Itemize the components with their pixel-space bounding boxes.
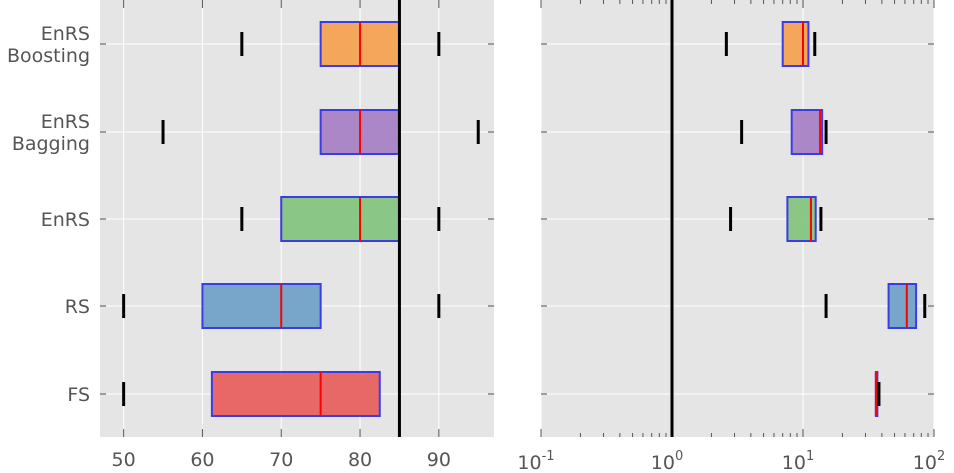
left-panel: 50 60 70 80 90EnRSBoostingEnRSBaggingEnRSRSF… — [7, 0, 494, 471]
box — [201, 283, 322, 329]
box — [887, 283, 918, 329]
category-label: EnRS — [41, 209, 90, 231]
x-tick-label: 50 — [112, 449, 136, 471]
x-tick-label: 60 — [190, 449, 214, 471]
right-panel: 10-1 100 101 102 — [517, 0, 945, 473]
category-label: RS — [65, 296, 90, 318]
box — [280, 196, 401, 242]
category-label: Boosting — [7, 45, 90, 67]
x-tick-label: 80 — [348, 449, 372, 471]
box — [790, 109, 824, 155]
x-tick-label: 10-1 — [517, 449, 554, 473]
category-label: EnRS — [41, 111, 90, 133]
x-tick-label: 70 — [269, 449, 293, 471]
x-tick-label: 100 — [651, 449, 683, 473]
x-tick-label: 101 — [782, 449, 814, 473]
x-tick-label: 102 — [913, 449, 945, 473]
box — [210, 371, 381, 417]
category-label: FS — [67, 384, 90, 406]
x-tick-label: 90 — [427, 449, 451, 471]
box — [781, 21, 810, 67]
category-label: Bagging — [12, 133, 90, 155]
category-label: EnRS — [41, 23, 90, 45]
